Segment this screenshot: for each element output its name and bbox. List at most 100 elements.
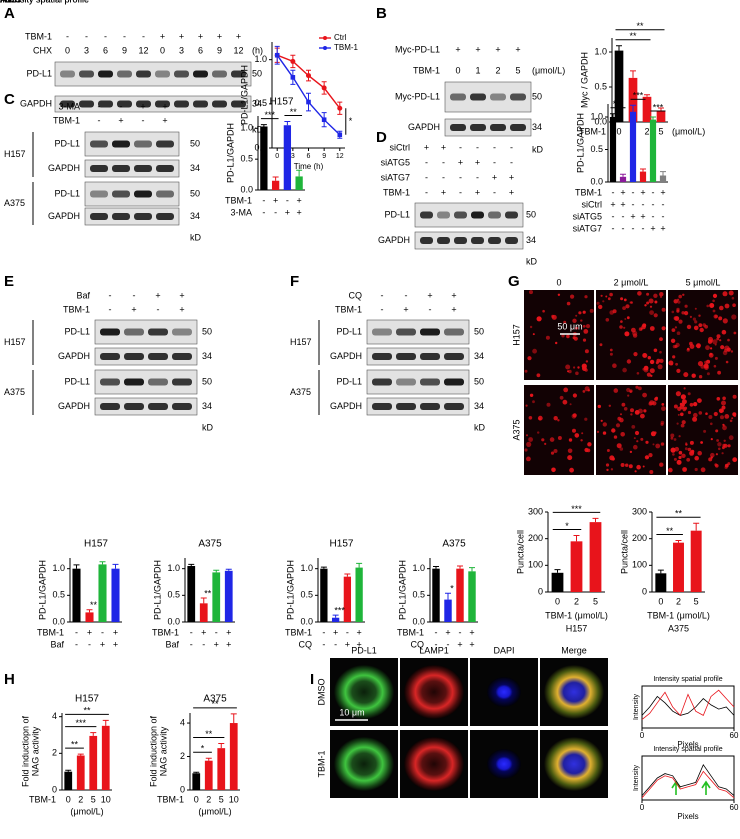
bar — [212, 572, 221, 622]
puncta — [620, 432, 625, 437]
row-mark: + — [441, 187, 446, 197]
puncta — [722, 443, 726, 448]
row-mark: + — [296, 207, 301, 217]
blot-band — [510, 93, 526, 101]
band-label: PD-L1 — [336, 376, 362, 386]
row-unit: (h) — [252, 45, 263, 55]
row-label: TBM-1 — [397, 627, 424, 637]
y-axis-label: PD-L1/GAPDH — [152, 560, 162, 620]
puncta — [646, 372, 652, 377]
row-mark: - — [215, 627, 218, 637]
puncta — [622, 367, 627, 373]
y-tick-label: 0.0 — [594, 116, 607, 126]
puncta — [671, 328, 676, 332]
row-mark: - — [425, 187, 428, 197]
puncta — [589, 308, 594, 313]
blot-band — [112, 140, 130, 148]
panel-label: B — [376, 5, 387, 22]
x-tick-label: 10 — [229, 794, 239, 804]
blot-band — [372, 328, 392, 336]
y-tick-label: 1.0 — [52, 563, 65, 573]
y-axis-label: NAG activity — [30, 726, 40, 776]
band-label: GAPDH — [330, 401, 362, 411]
blot-band — [124, 378, 144, 386]
row-mark: + — [155, 290, 160, 300]
puncta — [532, 400, 535, 404]
puncta — [697, 361, 704, 367]
puncta — [727, 338, 730, 342]
cell — [487, 749, 521, 779]
band-size: 34 — [202, 401, 212, 411]
band-size: 50 — [202, 376, 212, 386]
error-bar — [332, 614, 339, 618]
puncta — [699, 327, 704, 333]
blot-band — [124, 353, 144, 360]
row-label: siCtrl — [390, 142, 411, 152]
puncta — [542, 309, 545, 313]
puncta — [692, 416, 698, 422]
row-mark: + — [492, 172, 497, 182]
blot-strip — [94, 347, 198, 366]
puncta — [607, 297, 611, 301]
band-size: 50 — [252, 68, 262, 78]
row-mark: + — [620, 199, 625, 209]
puncta — [587, 442, 592, 447]
puncta — [678, 450, 683, 455]
puncta — [673, 316, 678, 321]
band-size: 50 — [474, 326, 484, 336]
puncta — [565, 364, 571, 370]
row-mark: + — [660, 187, 665, 197]
row-mark: - — [133, 290, 136, 300]
error-bar — [457, 565, 463, 569]
row-mark: - — [262, 195, 265, 205]
row-label: TBM-1 — [575, 187, 602, 197]
band-label: GAPDH — [48, 163, 80, 173]
blot-band — [156, 140, 174, 148]
error-bar — [675, 540, 682, 543]
row-mark: + — [475, 187, 480, 197]
puncta — [585, 360, 589, 363]
puncta — [718, 408, 724, 414]
bar — [217, 748, 226, 790]
row-mark: + — [285, 207, 290, 217]
significance-label: ** — [71, 739, 79, 749]
puncta — [546, 402, 551, 407]
puncta — [689, 344, 695, 349]
significance-label: ** — [211, 699, 219, 709]
puncta — [709, 352, 713, 356]
panel-label: G — [508, 273, 520, 290]
row-mark: + — [640, 211, 645, 221]
row-mark: - — [190, 627, 193, 637]
row-mark: + — [100, 639, 105, 649]
y-tick-label: 1.0 — [240, 123, 253, 133]
bar — [271, 180, 280, 190]
puncta — [642, 465, 645, 468]
blot-band — [193, 70, 208, 78]
puncta — [676, 309, 680, 313]
row-mark: 6 — [198, 45, 203, 55]
error-bar — [188, 563, 195, 566]
puncta — [553, 449, 558, 453]
point — [290, 58, 296, 64]
puncta — [693, 402, 698, 407]
puncta — [705, 345, 710, 351]
puncta — [567, 455, 573, 461]
puncta — [659, 358, 664, 363]
blot-band — [450, 124, 466, 131]
puncta — [687, 347, 690, 351]
puncta — [642, 353, 647, 358]
error-bar — [65, 769, 72, 772]
puncta — [680, 412, 684, 417]
blot-strip — [84, 207, 180, 226]
panel-label: D — [376, 129, 387, 146]
puncta — [661, 326, 666, 331]
point — [306, 73, 311, 79]
puncta — [563, 320, 567, 324]
puncta — [557, 436, 562, 440]
puncta — [636, 440, 639, 443]
blot-band — [420, 211, 433, 219]
bar — [629, 111, 637, 182]
y-tick-label: 0.0 — [240, 184, 253, 194]
row-label: TBM-1 — [53, 115, 80, 125]
puncta — [660, 422, 664, 426]
